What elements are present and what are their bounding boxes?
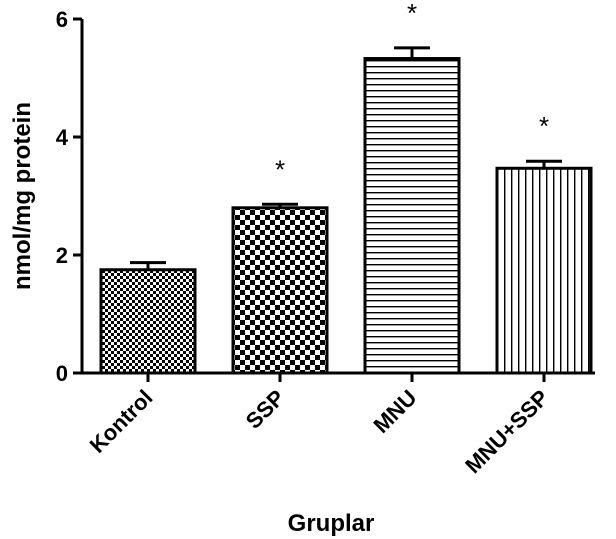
y-axis: 0 2 4 6 (56, 7, 84, 386)
y-tick-label: 6 (56, 7, 68, 32)
y-axis-title: nmol/mg protein (9, 102, 36, 290)
bars (99, 46, 593, 375)
significance-marker: * (407, 0, 417, 28)
y-tick-label: 4 (56, 125, 69, 150)
x-axis-title: Gruplar (288, 510, 375, 537)
bar-mnu (363, 57, 461, 375)
y-tick-label: 2 (56, 243, 68, 268)
x-tick-label: MNU (368, 385, 421, 438)
x-tick-label: MNU+SSP (460, 385, 553, 478)
significance-marker: * (275, 154, 285, 184)
bar-ssp (231, 206, 329, 375)
y-tick-label: 0 (56, 361, 68, 386)
bar-mnu-ssp (495, 166, 593, 375)
x-tick-label: SSP (241, 385, 290, 434)
bar-kontrol (99, 268, 197, 375)
significance-marker: * (539, 111, 549, 141)
x-tick-label: Kontrol (85, 385, 158, 458)
